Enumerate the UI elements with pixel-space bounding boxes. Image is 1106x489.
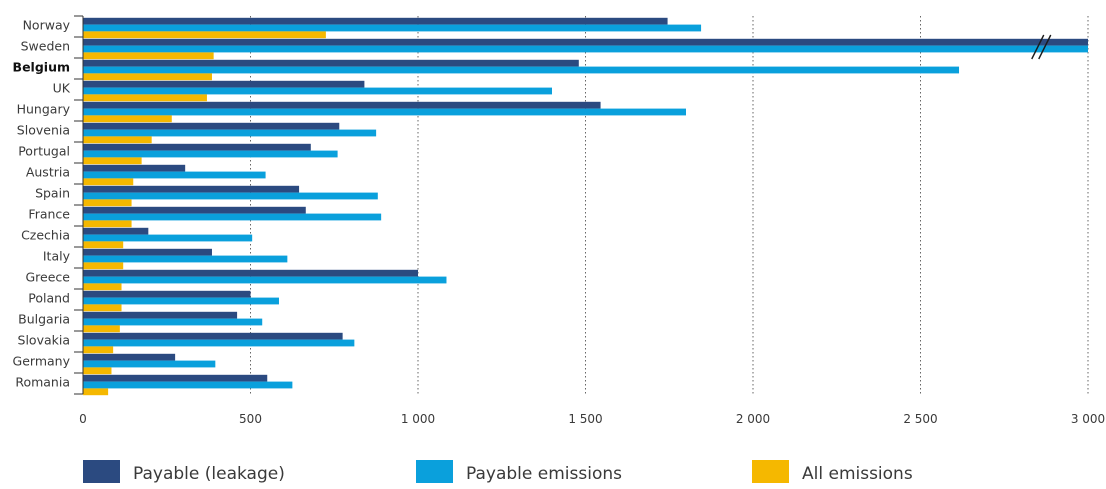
bar-norway-payable-leakage: [83, 17, 668, 25]
legend-label-all-emissions: All emissions: [802, 464, 913, 484]
bar-slovenia-all-emissions: [83, 136, 152, 144]
category-label-sweden: Sweden: [21, 39, 70, 54]
bar-slovakia-payable-leakage: [83, 332, 343, 340]
bar-belgium-all-emissions: [83, 73, 212, 81]
bar-slovenia-payable-leakage: [83, 122, 340, 130]
category-label-slovenia: Slovenia: [17, 123, 70, 138]
bar-uk-payable-leakage: [83, 80, 365, 88]
bar-hungary-all-emissions: [83, 115, 172, 123]
category-label-slovakia: Slovakia: [18, 333, 70, 348]
bar-romania-payable-emissions: [83, 381, 293, 389]
bar-austria-all-emissions: [83, 178, 134, 186]
bar-greece-all-emissions: [83, 283, 122, 291]
category-label-italy: Italy: [43, 249, 71, 264]
bar-greece-payable-leakage: [83, 269, 418, 277]
bar-portugal-payable-emissions: [83, 150, 338, 158]
bar-sweden-payable-leakage: [83, 38, 1088, 46]
x-tick-label-500: 500: [239, 412, 262, 426]
bar-norway-payable-emissions: [83, 24, 702, 32]
bar-sweden-payable-emissions: [83, 45, 1088, 53]
bar-hungary-payable-leakage: [83, 101, 601, 109]
bar-spain-payable-leakage: [83, 185, 300, 193]
bar-germany-payable-leakage: [83, 353, 176, 361]
bar-bulgaria-payable-leakage: [83, 311, 238, 319]
category-label-austria: Austria: [26, 165, 70, 180]
bar-germany-all-emissions: [83, 367, 112, 375]
legend-swatch-payable-emissions: [416, 460, 453, 483]
bar-austria-payable-leakage: [83, 164, 186, 172]
bar-germany-payable-emissions: [83, 360, 216, 368]
bar-hungary-payable-emissions: [83, 108, 686, 116]
x-tick-label-2-500: 2 500: [903, 412, 937, 426]
category-label-portugal: Portugal: [18, 144, 70, 159]
bar-spain-payable-emissions: [83, 192, 378, 200]
category-label-romania: Romania: [15, 375, 70, 390]
bar-uk-all-emissions: [83, 94, 207, 102]
bar-bulgaria-all-emissions: [83, 325, 120, 333]
bar-france-payable-emissions: [83, 213, 382, 221]
bar-spain-all-emissions: [83, 199, 132, 207]
bar-bulgaria-payable-emissions: [83, 318, 263, 326]
legend-swatch-all-emissions: [752, 460, 789, 483]
bar-czechia-payable-leakage: [83, 227, 149, 235]
bar-greece-payable-emissions: [83, 276, 447, 284]
category-label-czechia: Czechia: [21, 228, 70, 243]
legend-label-payable-emissions: Payable emissions: [466, 464, 622, 484]
bar-portugal-all-emissions: [83, 157, 142, 165]
category-label-poland: Poland: [28, 291, 70, 306]
legend-label-payable-leakage: Payable (leakage): [133, 464, 285, 484]
bar-romania-payable-leakage: [83, 374, 268, 382]
category-label-france: France: [28, 207, 70, 222]
bar-austria-payable-emissions: [83, 171, 266, 179]
category-label-germany: Germany: [13, 354, 71, 369]
x-tick-label-0: 0: [79, 412, 87, 426]
bar-italy-payable-emissions: [83, 255, 288, 263]
x-tick-label-1-000: 1 000: [401, 412, 435, 426]
category-label-norway: Norway: [23, 18, 71, 33]
bar-italy-all-emissions: [83, 262, 124, 270]
axis-break-mark: [1031, 34, 1045, 60]
bar-belgium-payable-leakage: [83, 59, 579, 67]
bar-uk-payable-emissions: [83, 87, 552, 95]
x-tick-label-1-500: 1 500: [568, 412, 602, 426]
bar-belgium-payable-emissions: [83, 66, 960, 74]
bar-czechia-payable-emissions: [83, 234, 253, 242]
category-label-bulgaria: Bulgaria: [18, 312, 70, 327]
category-label-spain: Spain: [35, 186, 70, 201]
category-label-belgium: Belgium: [13, 60, 70, 75]
bar-france-all-emissions: [83, 220, 132, 228]
bar-czechia-all-emissions: [83, 241, 124, 249]
bar-france-payable-leakage: [83, 206, 306, 214]
category-label-greece: Greece: [26, 270, 71, 285]
x-tick-label-2-000: 2 000: [736, 412, 770, 426]
bar-poland-all-emissions: [83, 304, 122, 312]
bar-slovakia-payable-emissions: [83, 339, 355, 347]
category-label-hungary: Hungary: [17, 102, 71, 117]
legend-swatch-payable-leakage: [83, 460, 120, 483]
bar-italy-payable-leakage: [83, 248, 212, 256]
bar-sweden-all-emissions: [83, 52, 214, 60]
bar-slovakia-all-emissions: [83, 346, 114, 354]
bar-portugal-payable-leakage: [83, 143, 311, 151]
bar-romania-all-emissions: [83, 388, 109, 396]
category-label-uk: UK: [53, 81, 71, 96]
bar-poland-payable-emissions: [83, 297, 279, 305]
x-tick-label-3-000: 3 000: [1071, 412, 1105, 426]
bar-slovenia-payable-emissions: [83, 129, 377, 137]
bar-norway-all-emissions: [83, 31, 326, 39]
bar-poland-payable-leakage: [83, 290, 251, 298]
axis-break-mark: [1038, 34, 1052, 60]
